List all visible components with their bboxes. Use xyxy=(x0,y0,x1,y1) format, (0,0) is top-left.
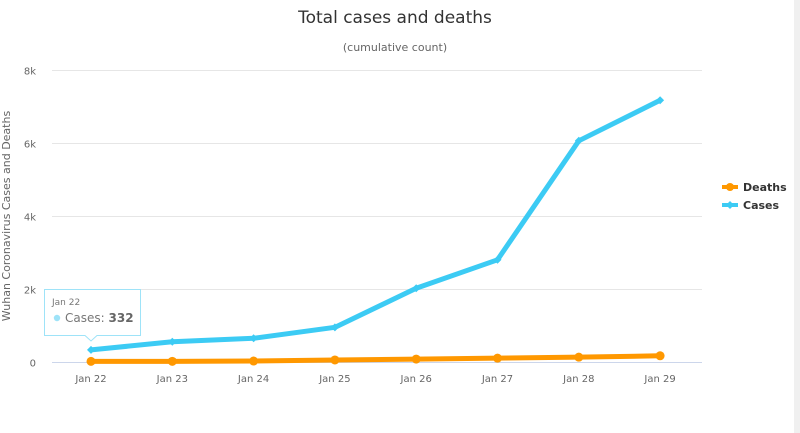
x-tick-label: Jan 26 xyxy=(400,374,432,385)
y-tick-label: 6k xyxy=(24,140,36,151)
series-line-cases xyxy=(91,100,660,350)
x-tick-label: Jan 29 xyxy=(643,374,675,385)
chart-title: Total cases and deaths xyxy=(297,8,492,28)
data-point-deaths[interactable] xyxy=(330,355,339,364)
legend-label: Cases xyxy=(743,199,780,212)
data-point-deaths[interactable] xyxy=(168,357,177,366)
x-tick-label: Jan 24 xyxy=(237,374,269,385)
chart-subtitle: (cumulative count) xyxy=(343,41,447,54)
data-point-deaths[interactable] xyxy=(656,351,665,360)
series-cases xyxy=(87,96,664,354)
data-point-cases[interactable] xyxy=(87,346,95,354)
y-tick-label: 2k xyxy=(24,286,36,297)
legend-marker-diamond xyxy=(726,201,734,209)
x-tick-label: Jan 25 xyxy=(318,374,350,385)
x-tick-label: Jan 22 xyxy=(74,374,106,385)
legend-marker-circle xyxy=(726,183,734,191)
data-point-deaths[interactable] xyxy=(574,353,583,362)
legend-item-cases[interactable]: Cases xyxy=(722,199,780,212)
y-axis-label: Wuhan Coronavirus Cases and Deaths xyxy=(0,111,13,322)
tooltip: Jan 22 Cases: 332 xyxy=(45,290,141,342)
y-tick-label: 4k xyxy=(24,213,36,224)
tooltip-marker xyxy=(54,315,60,321)
scrollbar[interactable] xyxy=(794,0,800,433)
data-point-deaths[interactable] xyxy=(87,357,96,366)
legend-label: Deaths xyxy=(743,181,787,194)
data-point-deaths[interactable] xyxy=(412,355,421,364)
legend-item-deaths[interactable]: Deaths xyxy=(722,181,787,194)
tooltip-date: Jan 22 xyxy=(51,298,80,308)
x-tick-label: Jan 28 xyxy=(562,374,594,385)
data-point-cases[interactable] xyxy=(168,338,176,346)
tooltip-label: Cases: 332 xyxy=(65,311,134,325)
y-tick-label: 0 xyxy=(30,359,36,370)
tooltip-value: 332 xyxy=(109,311,134,325)
x-tick-label: Jan 23 xyxy=(156,374,188,385)
series-deaths xyxy=(87,351,665,366)
y-tick-label: 8k xyxy=(24,67,36,78)
x-tick-label: Jan 27 xyxy=(481,374,513,385)
tooltip-series-label: Cases: xyxy=(65,311,105,325)
data-point-deaths[interactable] xyxy=(249,357,258,366)
data-point-deaths[interactable] xyxy=(493,354,502,363)
